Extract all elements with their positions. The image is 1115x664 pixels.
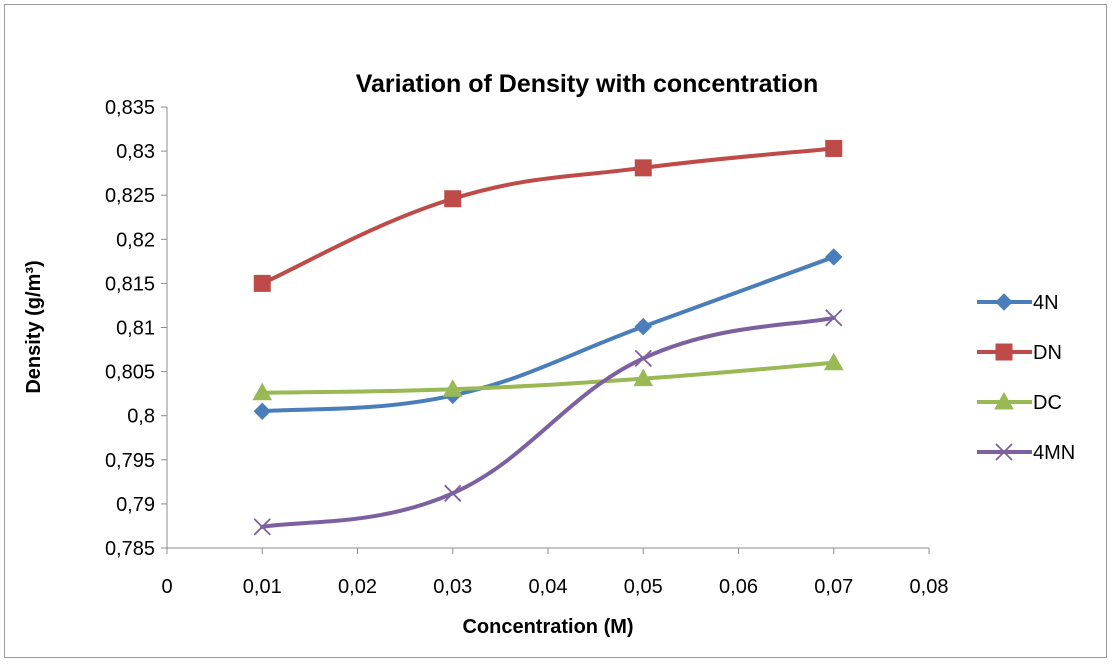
x-tick-label: 0,05 [624, 576, 663, 598]
y-tick-label: 0,795 [105, 450, 155, 472]
y-tick-label: 0,83 [116, 141, 155, 163]
data-point [252, 382, 273, 401]
y-axis-ticks: 0,835 0,83 0,825 0,82 0,815 0,81 0,805 0,8 0,795… [105, 97, 167, 560]
chart-title: Variation of Density with concentration [356, 70, 819, 98]
legend: 4N DN DC 4MN [977, 292, 1075, 464]
data-point [253, 274, 271, 292]
data-point [634, 349, 652, 368]
series-line [260, 254, 836, 414]
data-point [444, 484, 462, 502]
series-line [260, 146, 836, 286]
x-tick-label: 0,08 [910, 576, 949, 598]
x-tick-label: 0 [161, 576, 172, 598]
legend-item-dn: DN [977, 342, 1062, 364]
x-tick-label: 0,06 [719, 576, 758, 598]
y-tick-label: 0,805 [105, 362, 155, 384]
series-line [260, 315, 836, 529]
data-point [444, 190, 462, 208]
legend-label: 4N [1033, 292, 1059, 314]
y-tick-label: 0,825 [105, 185, 155, 207]
data-point [825, 309, 843, 327]
legend-marker [995, 293, 1013, 311]
x-axis-title: Concentration (M) [462, 616, 633, 638]
legend-marker [995, 443, 1013, 461]
y-tick-label: 0,835 [105, 97, 155, 119]
data-point [634, 317, 652, 336]
data-point [825, 139, 843, 157]
x-tick-label: 0,01 [243, 576, 282, 598]
legend-item-dc: DC [977, 391, 1062, 414]
y-tick-label: 0,815 [105, 273, 155, 295]
plot-series [252, 139, 844, 536]
data-point [253, 402, 271, 420]
y-tick-label: 0,82 [116, 229, 155, 251]
chart-frame [4, 4, 1107, 658]
series-4mn [253, 309, 843, 536]
data-point [825, 248, 843, 266]
legend-item-4n: 4N [977, 292, 1059, 314]
y-tick-label: 0,785 [105, 538, 155, 560]
series-dc [252, 352, 844, 401]
legend-item-4mn: 4MN [977, 442, 1075, 464]
data-point [442, 379, 463, 397]
data-point [253, 518, 271, 536]
legend-label: DN [1033, 342, 1062, 364]
y-tick-label: 0,8 [127, 406, 155, 428]
x-tick-label: 0,07 [814, 576, 853, 598]
data-point [823, 352, 844, 371]
series-dn [253, 139, 843, 292]
legend-label: 4MN [1033, 442, 1075, 464]
x-tick-label: 0,03 [433, 576, 472, 598]
series-line [260, 360, 836, 395]
y-tick-label: 0,81 [116, 318, 155, 340]
legend-label: DC [1033, 392, 1062, 414]
x-tick-label: 0,04 [529, 576, 568, 598]
x-axis-ticks: 0 0,01 0,02 0,03 0,04 0,05 0,06 0,07 0,08 [161, 548, 948, 598]
data-point [633, 368, 654, 387]
data-point [634, 159, 652, 177]
x-tick-label: 0,02 [338, 576, 377, 598]
legend-marker [994, 391, 1014, 410]
y-axis-title: Density (g/m³) [23, 260, 45, 393]
y-tick-label: 0,79 [116, 494, 155, 516]
legend-marker [995, 343, 1013, 361]
